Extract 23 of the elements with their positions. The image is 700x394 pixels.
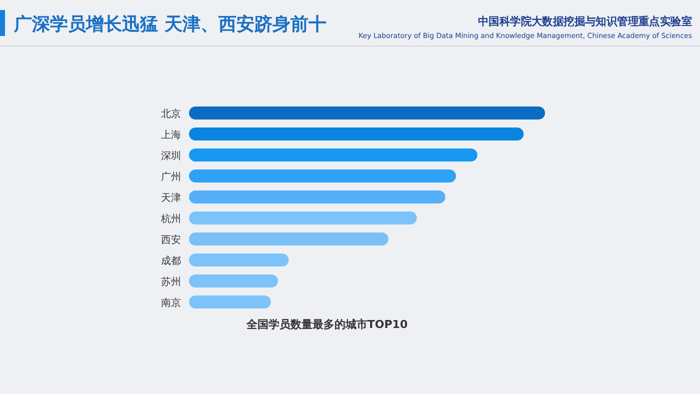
bar [189,170,456,182]
y-tick-label: 广州 [161,171,181,183]
bar [189,106,545,120]
bar [189,212,417,224]
y-tick-label: 成都 [161,255,181,267]
bar [189,148,478,162]
y-tick-label: 杭州 [160,213,181,225]
chart-title: 广深学员增长迅猛 天津、西安跻身前十 [13,14,326,35]
y-tick-label: 深圳 [161,150,181,162]
bar [189,190,446,204]
bar [189,296,271,308]
bar [189,128,524,140]
bar [189,232,388,246]
bar [189,254,289,266]
x-axis-title: 全国学员数量最多的城市TOP10 [245,318,408,331]
bar [189,274,278,288]
text: 中国科学院大数据挖掘与知识管理重点实验室 [478,15,698,28]
y-tick-label: 西安 [161,234,181,246]
y-tick-label: 北京 [161,108,181,120]
y-tick-label: 苏州 [161,276,181,288]
y-tick-label: 南京 [161,297,181,309]
y-tick-label: 天津 [161,192,181,204]
y-tick-label: 上海 [161,129,181,141]
